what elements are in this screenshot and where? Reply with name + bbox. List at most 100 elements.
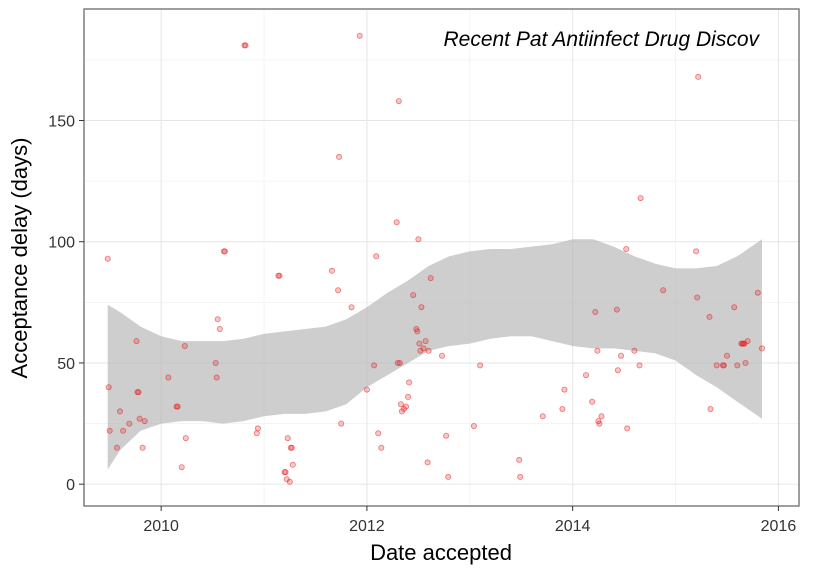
y-axis: 0 50 100 150 <box>48 114 84 494</box>
data-point <box>375 430 382 437</box>
data-point <box>288 444 295 451</box>
data-point <box>286 478 293 485</box>
x-tick-label: 2016 <box>761 518 797 535</box>
data-point <box>212 359 219 366</box>
data-point <box>254 425 261 432</box>
x-tick-label: 2014 <box>555 518 591 535</box>
data-point <box>135 389 142 396</box>
data-point <box>517 473 524 480</box>
data-point <box>181 342 188 349</box>
data-point <box>395 98 402 105</box>
data-point <box>276 272 283 279</box>
data-point <box>637 195 644 202</box>
data-point <box>394 359 401 366</box>
smooth-confidence-band <box>107 239 762 470</box>
data-point <box>213 374 220 381</box>
data-point <box>744 338 751 345</box>
y-tick-label: 100 <box>48 235 75 252</box>
x-tick-label: 2010 <box>143 518 179 535</box>
data-point <box>178 464 185 471</box>
data-point <box>253 430 260 437</box>
data-point <box>284 435 291 442</box>
plot-panel <box>84 9 799 506</box>
data-point <box>613 306 620 313</box>
data-point <box>397 401 404 408</box>
data-point <box>165 374 172 381</box>
data-point <box>694 294 701 301</box>
data-point <box>516 456 523 463</box>
data-point <box>420 345 427 352</box>
data-point <box>414 328 421 335</box>
y-axis-title: Acceptance delay (days) <box>7 138 32 379</box>
data-point <box>427 275 434 282</box>
data-point <box>393 219 400 226</box>
data-point <box>724 352 731 359</box>
data-point <box>242 42 249 49</box>
data-point <box>139 444 146 451</box>
data-point <box>416 340 423 347</box>
data-point <box>113 444 120 451</box>
data-point <box>396 359 403 366</box>
data-point <box>422 338 429 345</box>
data-point <box>216 325 223 332</box>
x-tick-label: 2012 <box>349 518 385 535</box>
data-point <box>402 403 409 410</box>
data-point <box>693 248 700 255</box>
data-point <box>335 287 342 294</box>
data-point <box>754 289 761 296</box>
data-point <box>141 418 148 425</box>
data-point <box>720 362 727 369</box>
data-point <box>636 362 643 369</box>
data-point <box>734 362 741 369</box>
data-point <box>707 405 714 412</box>
data-point <box>759 345 766 352</box>
y-tick-label: 0 <box>66 477 75 494</box>
data-points <box>104 32 766 485</box>
data-point <box>410 292 417 299</box>
data-point <box>731 304 738 311</box>
data-point <box>583 372 590 379</box>
data-point <box>415 236 422 243</box>
data-point <box>614 367 621 374</box>
data-point <box>105 384 112 391</box>
data-point <box>623 245 630 252</box>
data-point <box>182 435 189 442</box>
data-point <box>418 304 425 311</box>
data-point <box>424 459 431 466</box>
data-point <box>592 308 599 315</box>
plot-border <box>83 8 800 507</box>
data-point <box>336 153 343 160</box>
data-point <box>742 359 749 366</box>
chart-annotation: Recent Pat Antiinfect Drug Discov <box>443 28 760 51</box>
data-point <box>356 32 363 39</box>
data-point <box>477 362 484 369</box>
data-point <box>117 408 124 415</box>
data-point <box>120 427 127 434</box>
data-point <box>618 352 625 359</box>
data-point <box>624 425 631 432</box>
data-point <box>559 405 566 412</box>
data-point <box>695 73 702 80</box>
data-point <box>126 420 133 427</box>
y-tick-label: 50 <box>57 356 75 373</box>
data-point <box>706 313 713 320</box>
data-point <box>594 347 601 354</box>
data-point <box>136 415 143 422</box>
data-point <box>221 248 228 255</box>
data-point <box>596 420 603 427</box>
data-point <box>328 267 335 274</box>
y-tick-label: 150 <box>48 114 75 131</box>
data-point <box>425 347 432 354</box>
data-point <box>363 386 370 393</box>
data-point <box>133 338 140 345</box>
data-point <box>438 352 445 359</box>
data-point <box>598 413 605 420</box>
data-point <box>378 444 385 451</box>
data-point <box>660 287 667 294</box>
data-point <box>338 420 345 427</box>
x-axis: 2010 2012 2014 2016 <box>143 506 796 535</box>
x-axis-title: Date accepted <box>370 540 512 565</box>
data-point <box>470 422 477 429</box>
data-point <box>539 413 546 420</box>
